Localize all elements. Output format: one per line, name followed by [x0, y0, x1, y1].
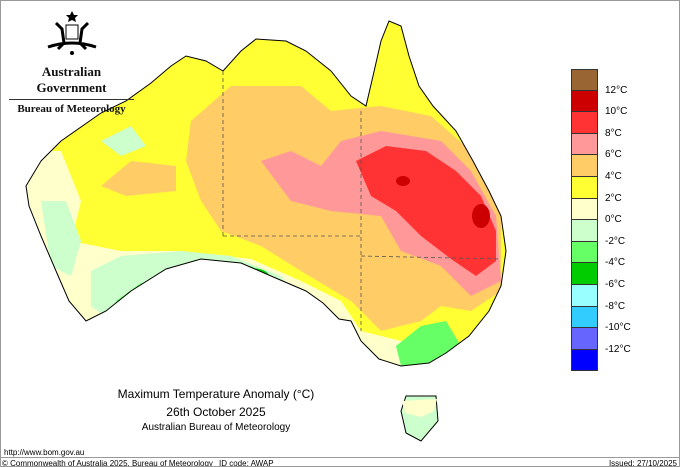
- anomaly-band-10-12-east: [472, 204, 490, 228]
- legend-label: -12°C: [605, 343, 631, 355]
- legend-swatch: [571, 90, 598, 113]
- coat-of-arms-icon: [47, 11, 96, 55]
- legend-swatch: [571, 284, 598, 307]
- anomaly-band-8-10: [356, 146, 496, 276]
- copyright: © Commonwealth of Australia 2025, Bureau…: [2, 459, 213, 467]
- government-name: Australian Government: [9, 64, 134, 100]
- tasmania-band-0-2: [402, 399, 437, 417]
- map-title: Maximum Temperature Anomaly (°C): [117, 387, 315, 401]
- anomaly-band-neg6-neg4: [233, 268, 269, 284]
- legend-label: -8°C: [605, 300, 626, 312]
- legend-label: 8°C: [605, 127, 622, 139]
- legend-swatch: [571, 133, 598, 156]
- legend-label: 2°C: [605, 192, 622, 204]
- legend-label: -6°C: [605, 279, 626, 290]
- legend-label: 6°C: [605, 149, 622, 161]
- legend-swatch: [571, 220, 598, 242]
- legend-swatch: [571, 155, 598, 177]
- legend-label: -4°C: [605, 257, 626, 269]
- legend-label: 12°C: [605, 84, 628, 96]
- anomaly-band-4-6-west: [101, 161, 176, 196]
- bom-logo: Australian Government Bureau of Meteorol…: [9, 9, 134, 115]
- legend-swatch: [571, 176, 598, 199]
- footer: © Commonwealth of Australia 2025, Bureau…: [1, 457, 679, 467]
- map-date: 26th October 2025: [166, 405, 266, 419]
- anomaly-band-10-12: [396, 176, 410, 186]
- legend-swatch: [571, 112, 598, 134]
- legend-swatch: [571, 306, 598, 329]
- id-code: ID code: AWAP: [219, 459, 274, 467]
- legend-swatch: [571, 263, 598, 285]
- legend-swatch: [571, 198, 598, 221]
- legend-label: -10°C: [605, 322, 631, 334]
- legend-label: 0°C: [605, 214, 622, 226]
- issued-date: Issued: 27/10/2025: [608, 459, 677, 467]
- legend-label: 10°C: [605, 106, 628, 118]
- map-title-block: Maximum Temperature Anomaly (°C) 26th Oc…: [101, 387, 331, 433]
- map-source: Australian Bureau of Meteorology: [141, 422, 291, 433]
- agency-name: Bureau of Meteorology: [17, 103, 126, 115]
- legend-swatch: [571, 69, 598, 91]
- legend-label: 4°C: [605, 171, 622, 182]
- legend-swatch: [571, 328, 598, 350]
- legend-swatch: [571, 241, 598, 264]
- color-legend: 12°C 10°C 8°C 6°C 4°C 2°C 0°C -2°C -4°C -6°C -8°C -…: [571, 69, 631, 372]
- legend-swatch: [571, 349, 598, 372]
- legend-label: -2°C: [605, 235, 626, 247]
- anomaly-band-neg2-0-kimberley: [101, 126, 146, 156]
- anomaly-band-neg2-0-west: [41, 201, 81, 276]
- website-link[interactable]: http://www.bom.gov.au: [4, 448, 85, 457]
